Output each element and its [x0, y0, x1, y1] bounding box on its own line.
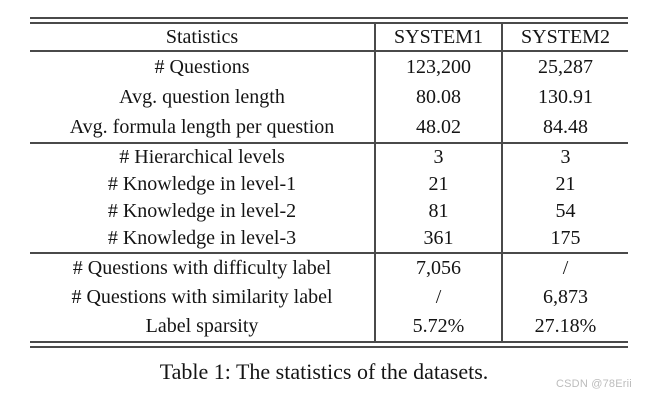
table-row: # Knowledge in level-2 81 54: [30, 198, 628, 225]
row-label: Avg. formula length per question: [69, 115, 335, 138]
table-row: # Knowledge in level-3 361 175: [30, 225, 628, 253]
system1-value: 81: [374, 198, 502, 225]
system2-value: 21: [501, 171, 628, 198]
table-row: Avg. question length 80.08 130.91: [30, 82, 628, 112]
system1-value: 5.72%: [374, 312, 502, 341]
row-label: Label sparsity: [145, 315, 259, 337]
row-label: # Hierarchical levels: [30, 142, 375, 171]
table-row: Label sparsity 5.72% 27.18%: [30, 312, 628, 341]
header-system1: SYSTEM1: [374, 24, 502, 52]
row-label: # Questions with difficulty label: [30, 252, 375, 283]
table-group-2: # Hierarchical levels 3 3 # Knowledge in le…: [30, 142, 628, 253]
table-row: Avg. formula length per question 48.02 84.…: [30, 112, 628, 143]
system1-value: 361: [374, 225, 502, 253]
table-group-1: # Questions 123,200 25,287 Avg. question le…: [30, 50, 628, 143]
row-label: # Knowledge in level-1: [107, 173, 297, 195]
table-header: Statistics SYSTEM1 SYSTEM2: [30, 24, 628, 52]
row-label: # Questions: [30, 50, 375, 82]
system1-value: 80.08: [374, 82, 502, 112]
header-statistics: Statistics: [30, 24, 375, 52]
system2-value: 54: [501, 198, 628, 225]
system2-value: 6,873: [501, 283, 628, 312]
table-row: # Hierarchical levels 3 3: [30, 142, 628, 171]
system1-value: /: [374, 283, 502, 312]
system2-value: 25,287: [501, 50, 628, 82]
table-top-double-rule: [30, 17, 628, 24]
table-header-row: Statistics SYSTEM1 SYSTEM2: [30, 24, 628, 52]
system2-value: 130.91: [501, 82, 628, 112]
system2-value: /: [501, 252, 628, 283]
row-label: # Questions with similarity label: [71, 286, 333, 308]
table-caption: Table 1: The statistics of the datasets.: [159, 359, 489, 384]
table-group-3: # Questions with difficulty label 7,056/#…: [30, 252, 628, 341]
system1-value: 7,056: [374, 252, 502, 283]
row-label: # Knowledge in level-2: [107, 200, 297, 222]
system2-value: 27.18%: [501, 312, 628, 341]
table-row: # Questions 123,200 25,287: [30, 50, 628, 82]
table-row: # Questions with difficulty label 7,056/: [30, 252, 628, 283]
system1-value: 123,200: [374, 50, 502, 82]
system2-value: 84.48: [501, 112, 628, 143]
row-label: Avg. question length: [119, 85, 285, 108]
system1-value: 3: [374, 142, 502, 171]
system2-value: 3: [501, 142, 628, 171]
system1-value: 21: [374, 171, 502, 198]
row-label: # Knowledge in level-3: [107, 227, 297, 249]
statistics-table: Statistics SYSTEM1 SYSTEM2 # Questions 12…: [30, 17, 628, 348]
system2-value: 175: [501, 225, 628, 253]
statistics-table-grid: Statistics SYSTEM1 SYSTEM2 # Questions 12…: [30, 24, 628, 341]
system1-value: 48.02: [374, 112, 502, 143]
table-row: # Questions with similarity label /6,873: [30, 283, 628, 312]
table-bottom-double-rule: [30, 341, 628, 348]
watermark: CSDN @78Erii: [556, 378, 632, 390]
header-system2: SYSTEM2: [501, 24, 628, 52]
table-row: # Knowledge in level-1 21 21: [30, 171, 628, 198]
